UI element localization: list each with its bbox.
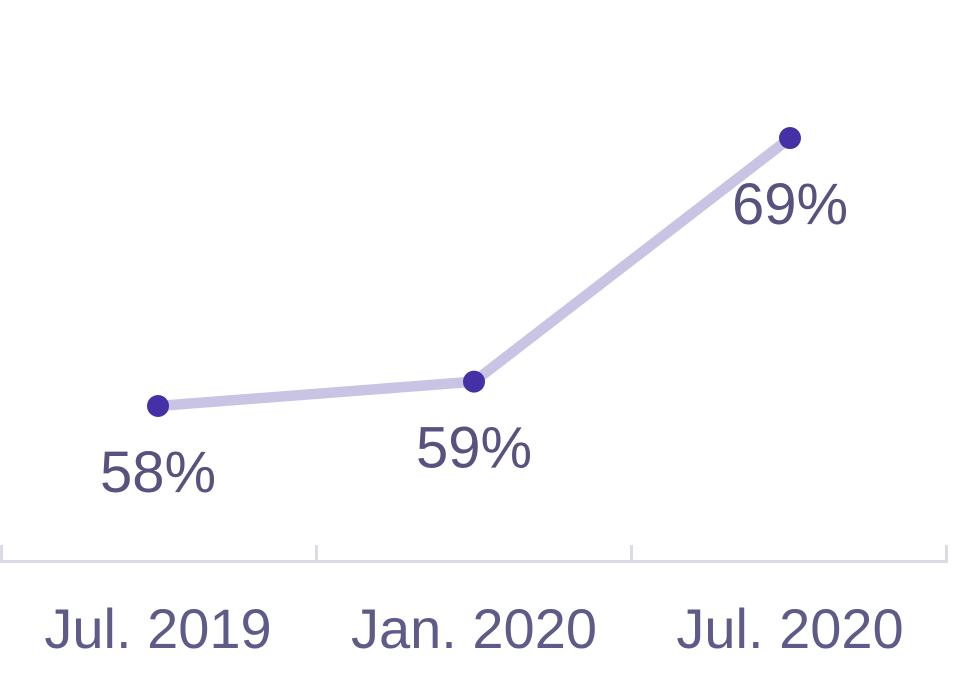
x-axis: [0, 545, 948, 563]
trend-line: [157, 133, 794, 412]
x-axis-line: [0, 560, 948, 563]
x-axis-labels: Jul. 2019 Jan. 2020 Jul. 2020: [44, 597, 903, 660]
x-axis-tick: [630, 545, 633, 563]
value-labels: 58% 59% 69%: [100, 172, 848, 505]
x-axis-tick: [315, 545, 318, 563]
x-axis-tick: [945, 545, 948, 563]
x-axis-tick-label: Jul. 2019: [44, 597, 271, 660]
value-label: 59%: [416, 416, 532, 481]
x-axis-tick-label: Jul. 2020: [676, 597, 903, 660]
value-label: 69%: [732, 172, 848, 237]
x-axis-tick: [0, 545, 3, 563]
data-point: [147, 395, 169, 417]
data-point: [463, 370, 485, 393]
x-axis-tick-label: Jan. 2020: [351, 597, 597, 660]
data-points: [147, 127, 801, 417]
value-label: 58%: [100, 440, 216, 505]
data-point: [779, 127, 801, 150]
trend-line-path: [157, 133, 794, 412]
